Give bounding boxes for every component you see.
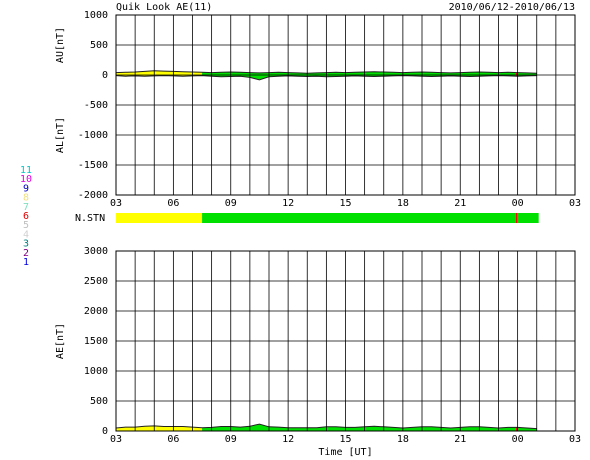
area xyxy=(515,427,518,431)
x-tick-label: 18 xyxy=(397,434,409,445)
station-segment xyxy=(202,213,516,223)
date-range: 2010/06/12-2010/06/13 xyxy=(449,2,575,13)
x-tick-label: 06 xyxy=(167,434,179,445)
y-axis-label: AU[nT] xyxy=(55,27,66,63)
y-tick-label: -1000 xyxy=(78,130,108,141)
x-tick-label: 06 xyxy=(167,198,179,209)
x-tick-label: 09 xyxy=(225,198,237,209)
y-tick-label: -2000 xyxy=(78,190,108,201)
x-tick-label: 03 xyxy=(110,198,122,209)
y-tick-label: 1000 xyxy=(84,366,108,377)
x-tick-label: 12 xyxy=(282,434,294,445)
x-tick-label: 15 xyxy=(339,198,351,209)
x-tick-label: 12 xyxy=(282,198,294,209)
y-tick-label: 2000 xyxy=(84,306,108,317)
y-axis-label: AE[nT] xyxy=(55,323,66,359)
station-number: 2 xyxy=(23,248,29,259)
station-number: 3 xyxy=(23,239,29,250)
station-segment xyxy=(515,213,518,223)
x-tick-label: 21 xyxy=(454,434,466,445)
x-tick-label: 09 xyxy=(225,434,237,445)
station-number: 4 xyxy=(23,229,29,240)
station-number: 1 xyxy=(23,257,29,268)
y-axis-label: AL[nT] xyxy=(55,117,66,153)
station-number: 5 xyxy=(23,220,29,231)
x-tick-label: 18 xyxy=(397,198,409,209)
y-tick-label: 3000 xyxy=(84,246,108,257)
y-tick-label: 0 xyxy=(102,426,108,437)
x-tick-label: 03 xyxy=(569,434,581,445)
x-tick-label: 00 xyxy=(512,434,524,445)
y-tick-label: 500 xyxy=(90,396,108,407)
x-tick-label: 03 xyxy=(569,198,581,209)
station-number: 9 xyxy=(23,183,29,194)
station-segment xyxy=(116,213,203,223)
station-number: 6 xyxy=(23,211,29,222)
y-tick-label: 0 xyxy=(102,70,108,81)
y-tick-label: 1000 xyxy=(84,10,108,21)
x-axis-label: Time [UT] xyxy=(318,447,372,458)
y-tick-label: 500 xyxy=(90,40,108,51)
station-number: 8 xyxy=(23,193,29,204)
x-tick-label: 03 xyxy=(110,434,122,445)
station-number: 7 xyxy=(23,202,29,213)
x-tick-label: 00 xyxy=(512,198,524,209)
y-tick-label: -500 xyxy=(84,100,108,111)
station-segment xyxy=(517,213,539,223)
plot-frame xyxy=(115,250,576,432)
x-tick-label: 15 xyxy=(339,434,351,445)
plot-frame xyxy=(115,14,576,196)
y-tick-label: -1500 xyxy=(78,160,108,171)
area xyxy=(517,427,537,431)
station-number: 10 xyxy=(20,174,32,185)
station-label: N.STN xyxy=(75,213,105,224)
x-tick-label: 21 xyxy=(454,198,466,209)
area xyxy=(515,72,518,75)
y-tick-label: 2500 xyxy=(84,276,108,287)
station-number: 11 xyxy=(20,165,32,176)
chart-title: Quik Look AE(11) xyxy=(116,2,212,13)
y-tick-label: 1500 xyxy=(84,336,108,347)
